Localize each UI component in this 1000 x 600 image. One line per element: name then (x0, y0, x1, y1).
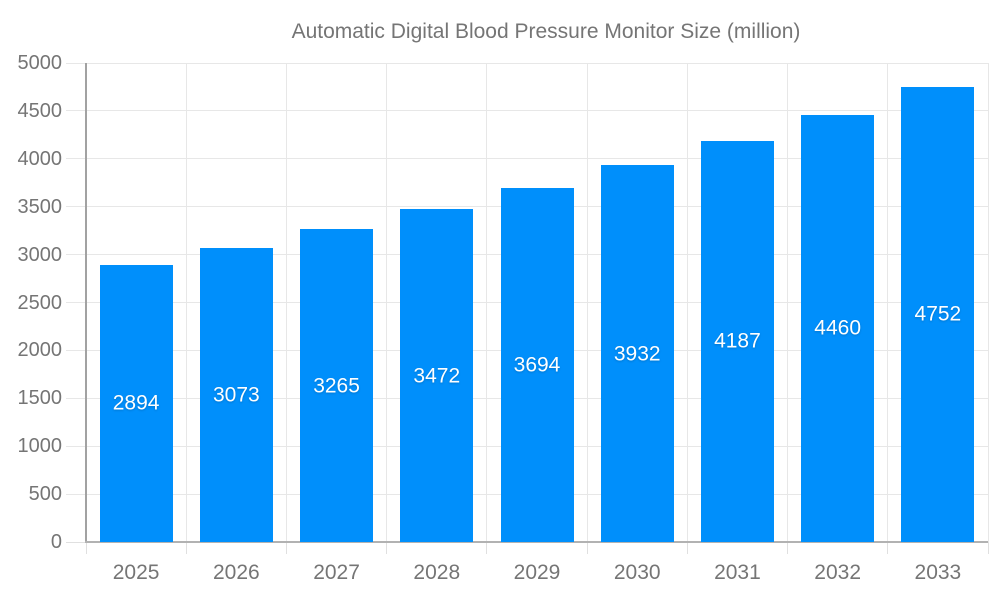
x-axis-label: 2030 (613, 561, 661, 584)
y-axis-label: 1000 (17, 435, 63, 458)
x-tick (85, 542, 87, 554)
bar[interactable]: 3932 (600, 165, 674, 542)
x-axis-label: 2028 (413, 561, 461, 584)
bar[interactable]: 3073 (199, 247, 273, 542)
y-axis-label: 3000 (17, 243, 63, 266)
x-axis-line (85, 541, 988, 543)
bar-value-label: 3694 (513, 353, 561, 377)
x-tick (686, 542, 688, 554)
h-gridline (66, 110, 988, 112)
v-gridline (887, 63, 889, 542)
x-tick (987, 542, 989, 554)
bar-value-label: 2894 (112, 391, 160, 415)
x-tick (787, 542, 789, 554)
x-axis-label: 2029 (513, 561, 561, 584)
y-axis-label: 0 (50, 531, 62, 553)
bar[interactable]: 3265 (300, 229, 374, 542)
v-gridline (787, 63, 789, 542)
x-axis-label: 2032 (814, 561, 862, 584)
legend[interactable]: Automatic Digital Blood Pressure Monitor… (0, 20, 1000, 44)
bar-value-label: 4752 (914, 302, 962, 326)
v-gridline (586, 63, 588, 542)
bar-value-label: 4187 (714, 329, 761, 353)
y-axis-label: 5000 (17, 52, 63, 74)
y-axis-label: 3500 (17, 195, 63, 218)
v-gridline (185, 63, 187, 542)
legend-swatch-icon (200, 22, 278, 43)
x-axis-label: 2031 (714, 561, 761, 584)
v-gridline (486, 63, 488, 542)
h-gridline (66, 158, 988, 160)
x-tick (386, 542, 388, 554)
bar-value-label: 4460 (814, 316, 862, 340)
y-axis-label: 4500 (17, 99, 63, 122)
x-tick (285, 542, 287, 554)
y-axis-label: 4000 (17, 147, 63, 170)
x-axis-label: 2025 (112, 561, 160, 584)
bar[interactable]: 3694 (500, 188, 574, 542)
bar[interactable]: 4460 (801, 114, 875, 542)
v-gridline (987, 63, 989, 542)
v-gridline (686, 63, 688, 542)
bar-value-label: 3932 (613, 342, 661, 366)
x-axis-label: 2033 (914, 561, 962, 584)
y-axis-line (85, 63, 87, 542)
v-gridline (386, 63, 388, 542)
h-gridline (66, 62, 988, 64)
v-gridline (285, 63, 287, 542)
x-tick (887, 542, 889, 554)
bar[interactable]: 3472 (400, 209, 474, 542)
legend-label: Automatic Digital Blood Pressure Monitor… (291, 20, 801, 43)
x-tick (185, 542, 187, 554)
x-tick (486, 542, 488, 554)
y-axis-label: 2000 (17, 339, 63, 362)
x-axis-label: 2027 (313, 561, 360, 584)
y-tick (66, 541, 86, 543)
bar[interactable]: 2894 (99, 264, 173, 542)
bar-value-label: 3265 (313, 374, 360, 398)
x-axis-label: 2026 (212, 561, 260, 584)
y-axis-label: 500 (28, 483, 62, 506)
bar-value-label: 3472 (413, 364, 461, 388)
bar-value-label: 3073 (212, 383, 260, 407)
bar[interactable]: 4187 (700, 140, 774, 542)
y-axis-label: 1500 (17, 387, 63, 410)
bar[interactable]: 4752 (901, 86, 975, 542)
y-axis-label: 2500 (17, 291, 63, 314)
x-tick (586, 542, 588, 554)
